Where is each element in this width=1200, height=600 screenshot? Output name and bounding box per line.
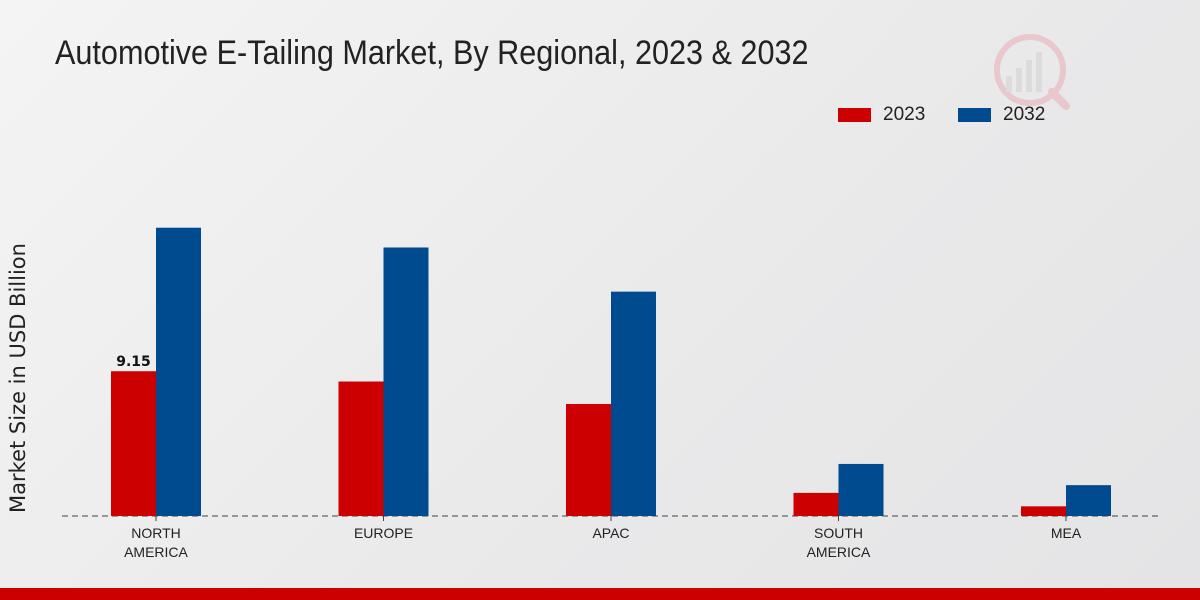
chart-title: Automotive E-Tailing Market, By Regional… xyxy=(55,34,809,72)
legend-item-2032[interactable]: 2032 xyxy=(958,104,1045,126)
legend-label-2023: 2023 xyxy=(883,104,926,125)
legend-label-2032: 2032 xyxy=(1003,104,1046,125)
bar-2023-4[interactable] xyxy=(1021,506,1066,516)
brand-logo-icon xyxy=(992,30,1072,116)
bar-2023-0[interactable] xyxy=(111,371,156,516)
bar-2032-0[interactable] xyxy=(156,227,201,516)
bar-2032-2[interactable] xyxy=(611,291,656,516)
x-tick-label-3: SOUTH AMERICA xyxy=(807,525,871,560)
x-tick-label-1: EUROPE xyxy=(354,525,413,541)
x-tick-label-0: NORTH AMERICA xyxy=(124,525,188,560)
data-label-0-0: 9.15 xyxy=(116,354,151,370)
bar-2023-3[interactable] xyxy=(793,492,839,516)
x-tick-label-4: MEA xyxy=(1051,525,1082,541)
bottom-accent-bar xyxy=(0,588,1200,600)
bar-2032-1[interactable] xyxy=(383,247,429,516)
x-tick-label-2: APAC xyxy=(592,525,629,541)
legend-swatch-2032 xyxy=(958,108,991,122)
legend-item-2023[interactable]: 2023 xyxy=(838,104,925,126)
bar-2023-2[interactable] xyxy=(566,403,611,516)
bar-2032-3[interactable] xyxy=(838,463,884,516)
legend-swatch-2023 xyxy=(838,108,871,122)
bar-2023-1[interactable] xyxy=(338,381,384,516)
bar-2032-4[interactable] xyxy=(1066,485,1111,516)
